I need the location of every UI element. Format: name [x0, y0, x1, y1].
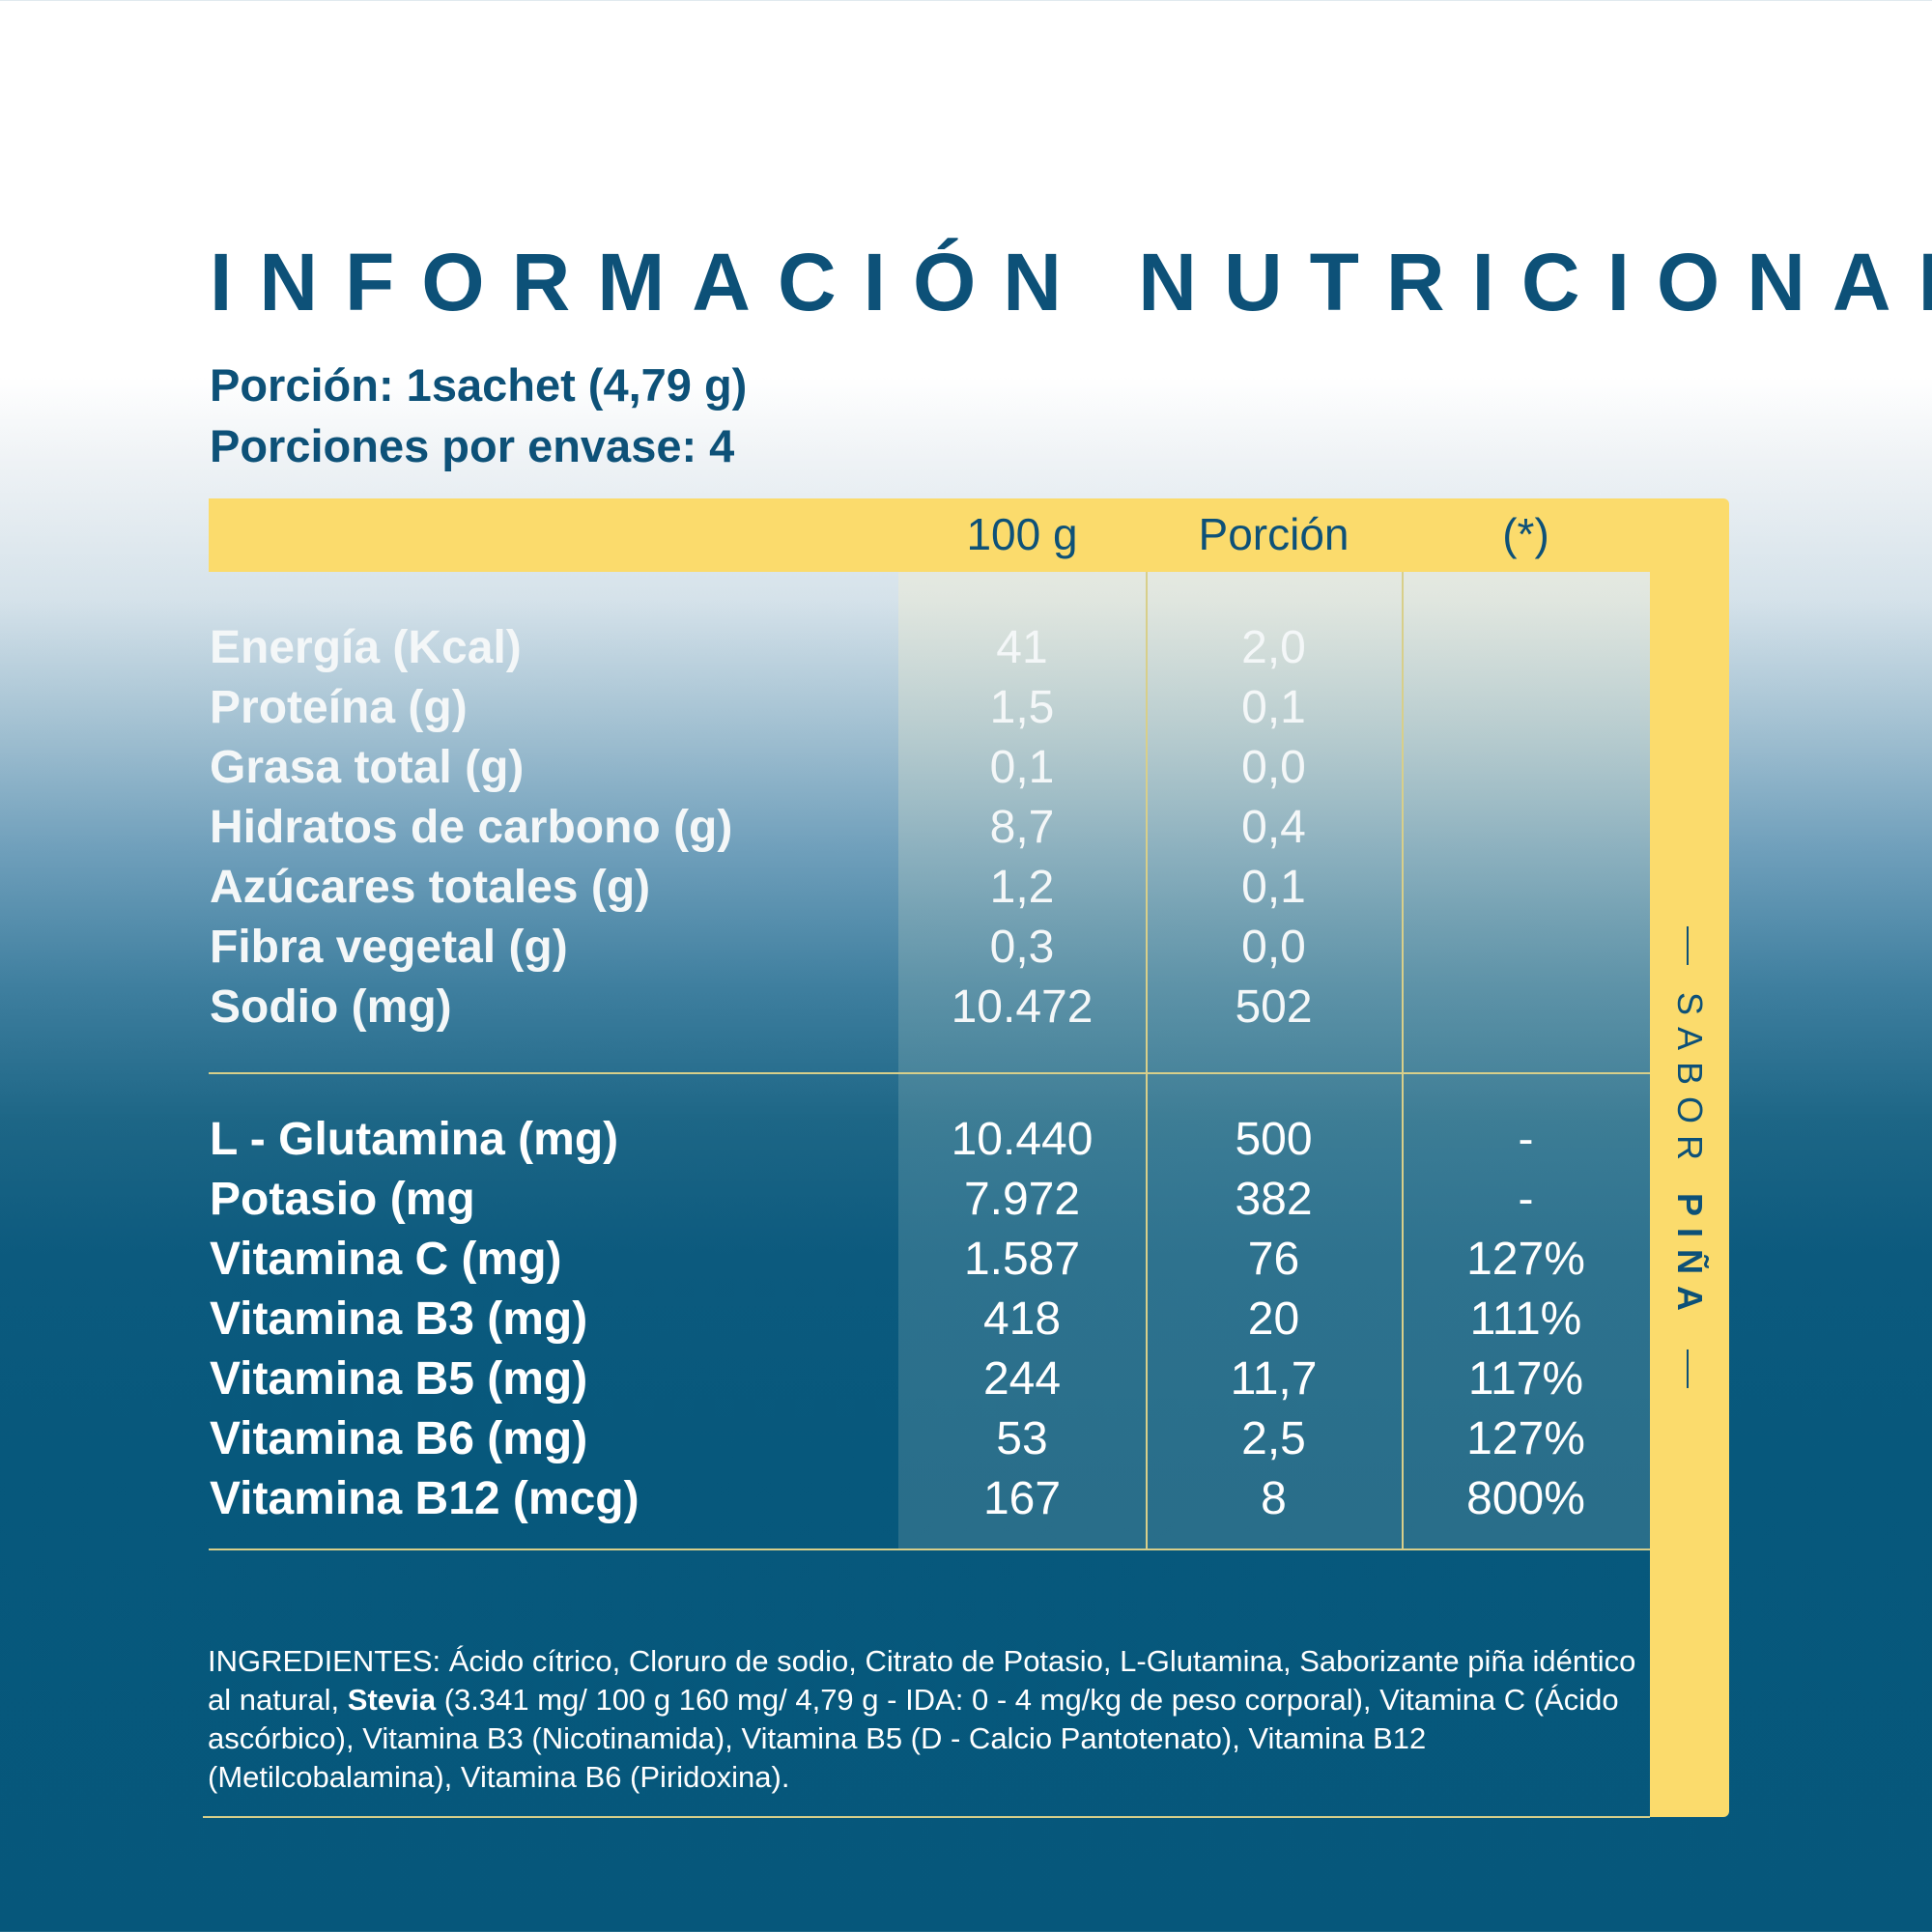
section-divider — [209, 1072, 1650, 1074]
value-daily-pct: 800% — [1466, 1473, 1585, 1524]
row-label: Vitamina B6 (mg) — [210, 1413, 588, 1464]
page-title: INFORMACIÓN NUTRICIONAL — [210, 237, 1932, 327]
row-label: Potasio (mg — [210, 1174, 475, 1225]
table-header-band — [209, 498, 1651, 572]
value-per-portion: 382 — [1235, 1174, 1313, 1225]
value-per-100g: 7.972 — [963, 1174, 1081, 1225]
row-label: Proteína (g) — [210, 682, 468, 733]
ingredients-prefix: INGREDIENTES: Ácido cítrico, Cloruro de … — [208, 1644, 1636, 1717]
ingredients-text: INGREDIENTES: Ácido cítrico, Cloruro de … — [208, 1642, 1637, 1797]
flavor-label: SABOR PIÑA — [1670, 899, 1710, 1415]
row-label: Vitamina B12 (mcg) — [210, 1473, 639, 1524]
value-per-portion: 502 — [1235, 981, 1313, 1033]
table-row: Vitamina C (mg) 1.587 76 127% — [0, 1230, 1932, 1290]
value-per-portion: 2,0 — [1241, 622, 1306, 673]
value-daily-pct: 111% — [1469, 1293, 1582, 1345]
value-per-100g: 10.440 — [951, 1114, 1094, 1165]
table-row: Vitamina B3 (mg) 418 20 111% — [0, 1290, 1932, 1350]
table-row: L - Glutamina (mg) 10.440 500 - — [0, 1110, 1932, 1170]
value-per-100g: 418 — [982, 1293, 1062, 1345]
value-daily-pct: 117% — [1467, 1353, 1584, 1405]
value-per-100g: 8,7 — [989, 802, 1055, 853]
row-label: Vitamina B5 (mg) — [210, 1353, 588, 1405]
portion-size: Porción: 1sachet (4,79 g) — [210, 359, 748, 411]
table-row: Grasa total (g) 0,1 0,0 — [0, 738, 1932, 798]
row-label: L - Glutamina (mg) — [210, 1114, 619, 1165]
table-row: Sodio (mg) 10.472 502 — [0, 978, 1932, 1037]
header-daily-value: (*) — [1502, 509, 1549, 559]
value-per-portion: 8 — [1261, 1473, 1287, 1524]
table-row: Fibra vegetal (g) 0,3 0,0 — [0, 918, 1932, 978]
value-daily-pct: - — [1518, 1114, 1534, 1165]
value-per-portion: 11,7 — [1230, 1353, 1318, 1405]
flavor-side-band — [1650, 498, 1729, 1817]
table-row: Proteína (g) 1,5 0,1 — [0, 678, 1932, 738]
value-per-portion: 500 — [1235, 1114, 1313, 1165]
table-row: Hidratos de carbono (g) 8,7 0,4 — [0, 798, 1932, 858]
value-per-portion: 2,5 — [1241, 1413, 1306, 1464]
value-per-100g: 1,5 — [989, 682, 1055, 733]
column-divider — [1402, 572, 1404, 1549]
table-row: Potasio (mg 7.972 382 - — [0, 1170, 1932, 1230]
value-per-100g: 167 — [982, 1473, 1062, 1524]
value-per-portion: 0,4 — [1241, 802, 1306, 853]
row-label: Grasa total (g) — [210, 742, 525, 793]
value-per-100g: 1,2 — [989, 862, 1055, 913]
row-label: Energía (Kcal) — [210, 622, 522, 673]
table-row: Vitamina B6 (mg) 53 2,5 127% — [0, 1409, 1932, 1469]
row-label: Vitamina C (mg) — [210, 1234, 562, 1285]
ingredients-suffix: (3.341 mg/ 100 g 160 mg/ 4,79 g - IDA: 0… — [208, 1683, 1619, 1794]
value-per-portion: 0,1 — [1241, 862, 1306, 913]
value-per-portion: 0,1 — [1241, 682, 1306, 733]
value-daily-pct: - — [1518, 1174, 1534, 1225]
value-per-portion: 20 — [1247, 1293, 1300, 1345]
value-per-100g: 10.472 — [951, 981, 1094, 1033]
value-per-100g: 1.587 — [963, 1234, 1081, 1285]
row-label: Fibra vegetal (g) — [210, 922, 568, 973]
row-label: Vitamina B3 (mg) — [210, 1293, 588, 1345]
value-per-100g: 244 — [982, 1353, 1062, 1405]
dash-icon — [1686, 925, 1689, 965]
row-label: Azúcares totales (g) — [210, 862, 651, 913]
row-label: Hidratos de carbono (g) — [210, 802, 733, 853]
header-per-portion: Porción — [1198, 509, 1350, 559]
servings-per-package: Porciones por envase: 4 — [210, 420, 735, 471]
row-label: Sodio (mg) — [210, 981, 452, 1033]
table-row: Vitamina B12 (mcg) 167 8 800% — [0, 1469, 1932, 1529]
bottom-divider — [203, 1816, 1650, 1818]
table-bottom-divider — [209, 1548, 1650, 1550]
value-per-100g: 53 — [996, 1413, 1048, 1464]
value-daily-pct: 127% — [1466, 1234, 1585, 1285]
column-divider — [1146, 572, 1148, 1549]
value-per-portion: 76 — [1247, 1234, 1300, 1285]
dash-icon — [1686, 1350, 1689, 1389]
value-per-portion: 0,0 — [1241, 742, 1306, 793]
value-per-100g: 0,3 — [989, 922, 1055, 973]
table-row: Vitamina B5 (mg) 244 11,7 117% — [0, 1350, 1932, 1409]
value-daily-pct: 127% — [1466, 1413, 1585, 1464]
flavor-prefix: SABOR — [1670, 991, 1710, 1173]
table-row: Azúcares totales (g) 1,2 0,1 — [0, 858, 1932, 918]
value-per-100g: 41 — [996, 622, 1048, 673]
flavor-name: PIÑA — [1670, 1193, 1710, 1323]
value-per-portion: 0,0 — [1241, 922, 1306, 973]
header-per-100g: 100 g — [966, 509, 1078, 559]
ingredients-stevia: Stevia — [347, 1683, 437, 1717]
values-panel — [898, 572, 1650, 1549]
table-row: Energía (Kcal) 41 2,0 — [0, 618, 1932, 678]
value-per-100g: 0,1 — [989, 742, 1055, 793]
